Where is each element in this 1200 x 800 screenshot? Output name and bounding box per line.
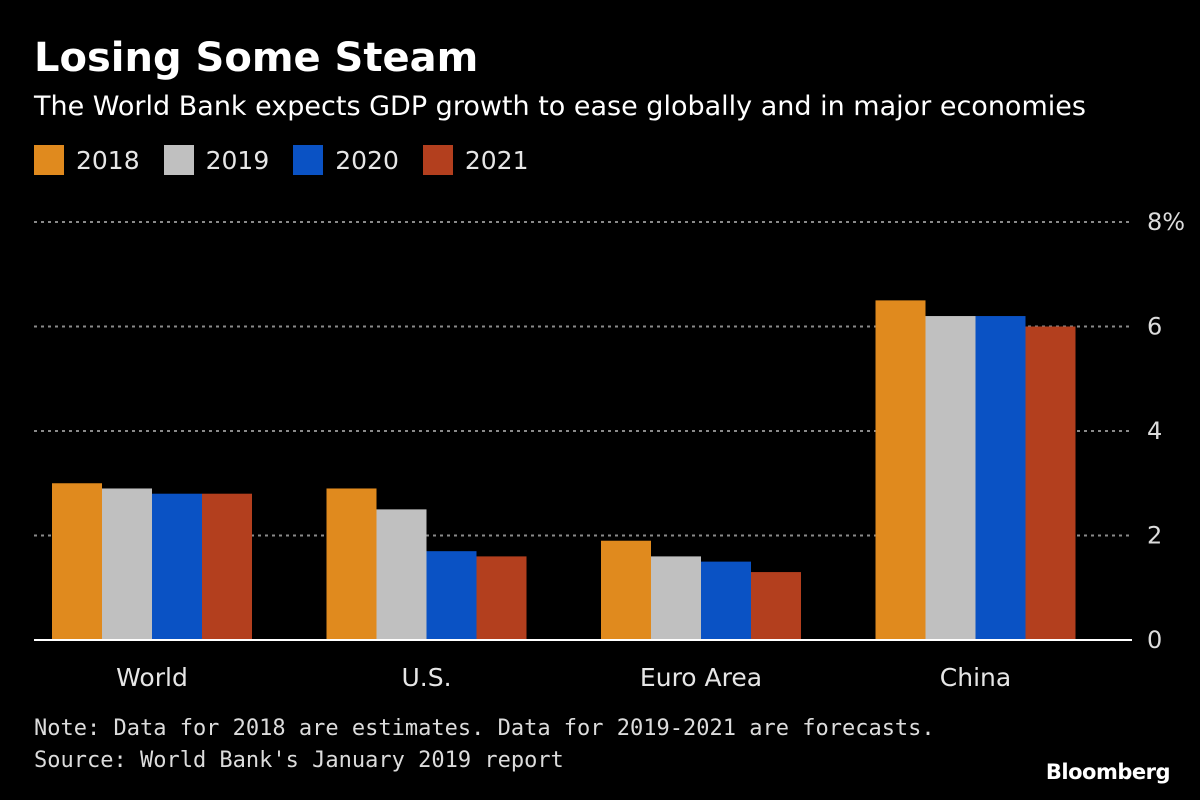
x-tick-label: China	[940, 663, 1011, 692]
legend-label-2018: 2018	[76, 145, 140, 175]
bar-china-2019	[925, 316, 976, 640]
y-tick-label: 0	[1147, 626, 1162, 654]
x-tick-label: U.S.	[401, 663, 451, 692]
y-tick-label: 4	[1147, 417, 1162, 445]
bar-world-2018	[52, 483, 102, 640]
legend-item-2021: 2021	[422, 145, 529, 175]
legend: 2018 2019 2020 2021	[34, 143, 553, 177]
legend-item-2018: 2018	[34, 145, 140, 175]
y-tick-label: 2	[1147, 522, 1162, 550]
legend-swatch-2018	[34, 145, 64, 175]
x-tick-label: Euro Area	[640, 663, 762, 692]
bar-u-s-2018	[326, 488, 377, 640]
legend-item-2020: 2020	[293, 145, 399, 175]
legend-label-2020: 2020	[335, 145, 399, 175]
bar-euro-area-2018	[601, 540, 651, 640]
legend-label-2019: 2019	[205, 145, 270, 175]
bar-world-2020	[152, 493, 202, 640]
bar-china-2018	[875, 300, 926, 640]
legend-swatch-2020	[293, 145, 324, 175]
bar-world-2021	[202, 493, 252, 640]
chart-title: Losing Some Steam	[34, 35, 479, 81]
bar-china-2021	[1025, 326, 1076, 640]
legend-label-2021: 2021	[464, 145, 529, 175]
source-note: Source: World Bank's January 2019 report	[34, 748, 564, 773]
y-tick-label: 6	[1147, 313, 1162, 341]
chart-subtitle: The World Bank expects GDP growth to eas…	[34, 91, 1086, 122]
legend-swatch-2021	[422, 145, 453, 175]
bar-u-s-2020	[426, 551, 477, 640]
bar-euro-area-2019	[651, 556, 701, 640]
legend-item-2019: 2019	[163, 145, 270, 175]
brand-logo: Bloomberg	[1045, 760, 1171, 784]
bar-china-2020	[975, 316, 1026, 640]
bar-euro-area-2021	[751, 572, 801, 640]
bar-euro-area-2020	[701, 561, 751, 640]
x-tick-label: World	[116, 663, 188, 692]
legend-swatch-2019	[163, 145, 194, 175]
bar-u-s-2019	[376, 509, 427, 640]
bar-world-2019	[102, 488, 152, 640]
footnote: Note: Data for 2018 are estimates. Data …	[34, 716, 935, 741]
y-tick-label: 8%	[1147, 208, 1185, 236]
bar-u-s-2021	[476, 556, 527, 640]
